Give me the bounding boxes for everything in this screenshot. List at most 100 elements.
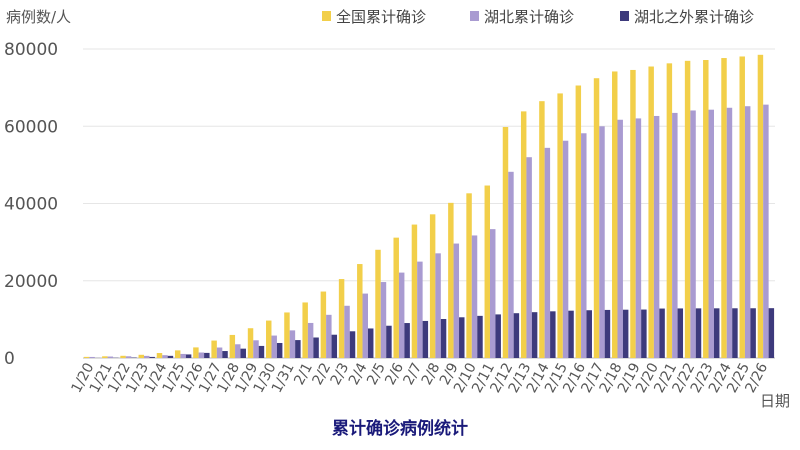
bar bbox=[513, 313, 520, 358]
bar bbox=[349, 331, 356, 358]
bar bbox=[739, 56, 745, 359]
bar bbox=[386, 325, 392, 358]
legend-label: 湖北累计确诊 bbox=[484, 8, 574, 26]
bar bbox=[120, 355, 126, 358]
bar bbox=[393, 237, 399, 358]
legend-label: 全国累计确诊 bbox=[336, 8, 426, 26]
bar bbox=[125, 356, 132, 358]
bar bbox=[307, 322, 314, 358]
bar bbox=[204, 352, 210, 358]
bar bbox=[708, 109, 714, 358]
bar bbox=[526, 157, 532, 358]
bar bbox=[138, 354, 145, 358]
bar bbox=[247, 328, 254, 358]
bar bbox=[544, 147, 551, 358]
bar bbox=[703, 60, 709, 359]
bar bbox=[622, 309, 629, 358]
bar bbox=[677, 308, 684, 358]
bar bbox=[271, 335, 277, 358]
bar bbox=[581, 133, 587, 358]
bar bbox=[690, 110, 696, 358]
bar bbox=[721, 58, 727, 359]
bar bbox=[185, 354, 192, 358]
bar bbox=[149, 356, 155, 358]
bar bbox=[466, 193, 472, 358]
y-tick-label: 60000 bbox=[4, 117, 58, 137]
chart-title: 累计确诊病例统计 bbox=[332, 418, 468, 439]
bar bbox=[440, 318, 447, 358]
bar bbox=[550, 311, 556, 358]
bar bbox=[367, 328, 374, 358]
bar bbox=[89, 356, 95, 358]
bar bbox=[539, 101, 545, 358]
bar bbox=[107, 356, 114, 358]
bar bbox=[102, 356, 108, 358]
x-axis-label: 日期 bbox=[760, 392, 790, 410]
bar bbox=[653, 115, 660, 359]
bar bbox=[162, 355, 168, 358]
bar bbox=[83, 356, 90, 358]
y-tick-label: 40000 bbox=[4, 195, 58, 215]
legend-label: 湖北之外累计确诊 bbox=[634, 8, 754, 26]
bar bbox=[599, 126, 605, 359]
bar bbox=[484, 185, 491, 358]
bar bbox=[167, 355, 174, 358]
bar bbox=[471, 235, 478, 358]
bar bbox=[357, 264, 363, 358]
bar bbox=[695, 308, 702, 358]
bar bbox=[586, 310, 592, 358]
bar bbox=[612, 71, 618, 358]
bar bbox=[266, 320, 272, 358]
bar bbox=[326, 314, 332, 358]
bar bbox=[417, 261, 423, 358]
bar bbox=[448, 202, 454, 358]
y-tick-label: 20000 bbox=[4, 272, 58, 292]
bar bbox=[276, 342, 283, 358]
bar bbox=[763, 104, 769, 358]
bar bbox=[490, 229, 496, 358]
bar bbox=[375, 249, 381, 358]
bar bbox=[557, 93, 563, 358]
bar bbox=[453, 243, 460, 358]
bar bbox=[520, 111, 527, 358]
bar bbox=[630, 69, 636, 359]
bar bbox=[531, 312, 538, 358]
bar bbox=[648, 66, 654, 359]
bar bbox=[211, 340, 217, 358]
y-axis-label: 病例数/人 bbox=[6, 8, 71, 26]
bar bbox=[174, 350, 181, 358]
bar bbox=[617, 119, 623, 359]
bar bbox=[216, 347, 223, 358]
bar bbox=[198, 352, 205, 358]
bar bbox=[229, 334, 236, 358]
bar bbox=[144, 355, 150, 358]
bar bbox=[240, 348, 246, 358]
bar bbox=[508, 171, 514, 358]
legend-swatch bbox=[620, 11, 629, 21]
bar bbox=[338, 279, 345, 358]
bar bbox=[344, 305, 350, 358]
bar bbox=[593, 78, 600, 359]
bar bbox=[411, 224, 418, 358]
bar bbox=[258, 345, 265, 358]
bar bbox=[641, 309, 647, 358]
bar bbox=[562, 140, 569, 358]
bar bbox=[222, 351, 228, 358]
bar bbox=[757, 54, 764, 359]
y-tick-label: 80000 bbox=[4, 40, 58, 60]
bar bbox=[380, 282, 387, 358]
bar bbox=[568, 310, 574, 358]
legend-swatch bbox=[322, 11, 331, 21]
bar bbox=[429, 214, 436, 358]
bar bbox=[302, 302, 308, 358]
bar bbox=[156, 353, 163, 358]
bar bbox=[713, 308, 720, 358]
bar bbox=[295, 340, 301, 358]
bar bbox=[253, 340, 259, 358]
bar bbox=[289, 330, 296, 358]
bar bbox=[331, 334, 338, 358]
bar bbox=[495, 314, 501, 358]
bar bbox=[684, 60, 691, 358]
bar bbox=[422, 320, 429, 358]
